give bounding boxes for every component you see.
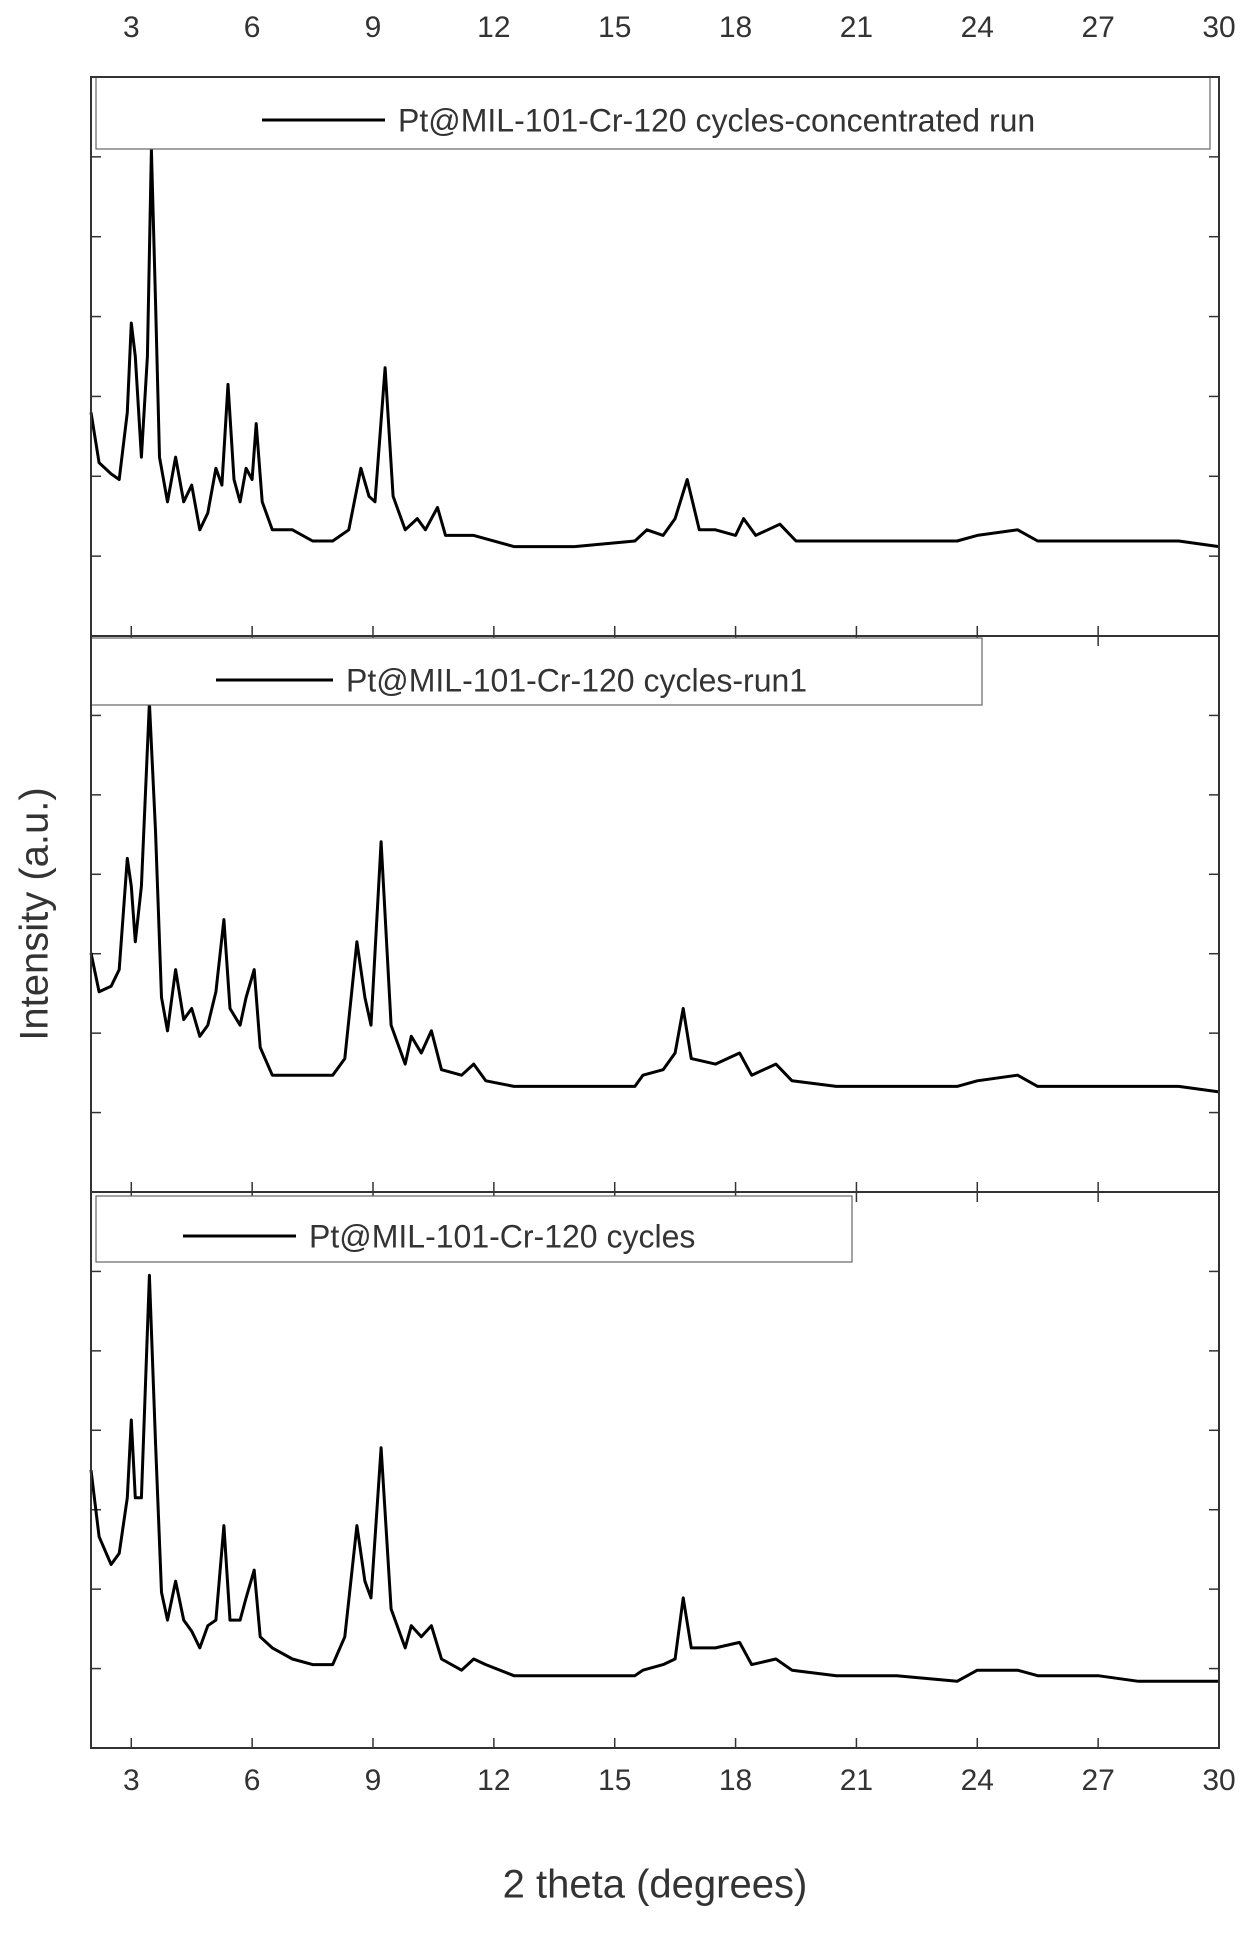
plot-frame <box>90 76 1220 637</box>
x-tick-label: 15 <box>598 1764 631 1797</box>
x-tick-label: 18 <box>719 1764 752 1797</box>
x-tick-label: 21 <box>840 11 873 44</box>
legend-box <box>90 637 983 706</box>
x-tick-label: 21 <box>840 1764 873 1797</box>
x-axis-label: 2 theta (degrees) <box>503 1863 808 1907</box>
legend-box <box>95 76 1211 150</box>
x-tick-label: 3 <box>123 1764 140 1797</box>
x-tick-label: 24 <box>961 1764 994 1797</box>
x-tick-label: 27 <box>1081 1764 1114 1797</box>
y-axis-label: Intensity (a.u.) <box>13 787 57 1040</box>
x-tick-label: 12 <box>477 11 510 44</box>
x-tick-label: 27 <box>1081 11 1114 44</box>
legend-label: Pt@MIL-101-Cr-120 cycles-run1 <box>346 662 807 698</box>
x-tick-label: 6 <box>244 11 261 44</box>
series-line <box>89 148 1220 549</box>
x-tick-label: 30 <box>1202 1764 1235 1797</box>
x-tick-label: 24 <box>961 11 994 44</box>
x-tick-label: 3 <box>123 11 140 44</box>
plot-frame <box>90 1191 1220 1749</box>
x-tick-label: 6 <box>244 1764 261 1797</box>
series-line <box>89 1273 1219 1683</box>
x-tick-label: 9 <box>365 1764 382 1797</box>
x-tick-label: 9 <box>365 11 382 44</box>
plot-frame <box>90 635 1220 1193</box>
series-line <box>89 701 1220 1094</box>
x-tick-label: 30 <box>1202 11 1235 44</box>
x-tick-label: 15 <box>598 11 631 44</box>
x-tick-label: 12 <box>477 1764 510 1797</box>
legend-label: Pt@MIL-101-Cr-120 cycles <box>309 1218 695 1254</box>
legend-box <box>95 1195 853 1263</box>
x-tick-label: 18 <box>719 11 752 44</box>
legend-label: Pt@MIL-101-Cr-120 cycles-concentrated ru… <box>398 102 1035 138</box>
